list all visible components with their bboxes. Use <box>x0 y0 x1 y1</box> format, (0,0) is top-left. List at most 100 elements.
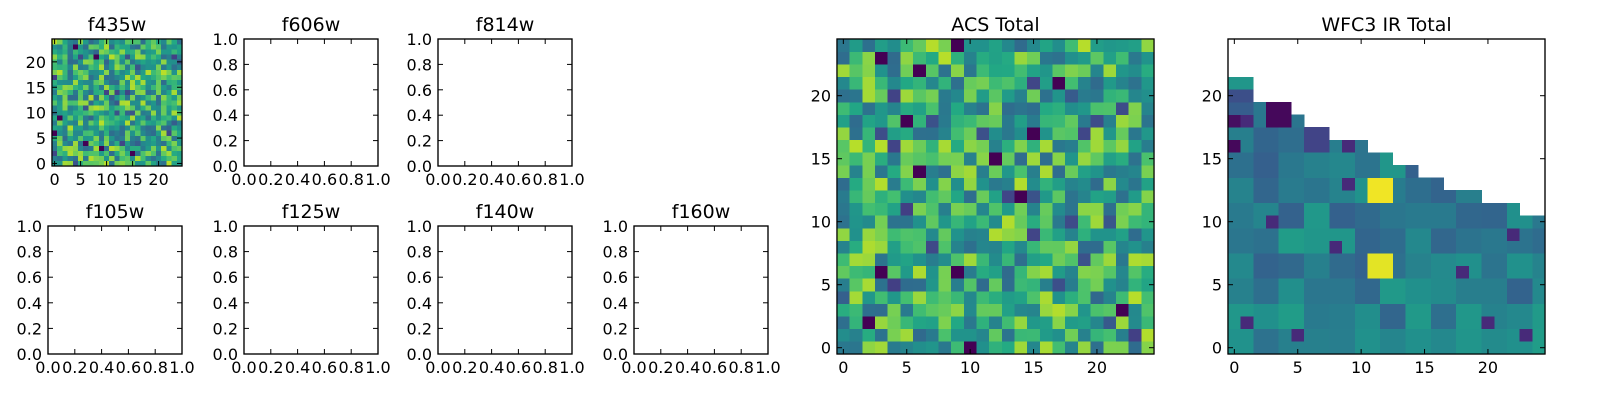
heatmap-cell <box>114 135 120 141</box>
x-tick-label: 0.0 <box>231 170 256 189</box>
heatmap-cell <box>1266 240 1280 254</box>
heatmap-cell <box>875 190 889 204</box>
heatmap-cell <box>1141 165 1155 178</box>
heatmap-cell <box>1456 278 1470 292</box>
heatmap-cell <box>72 94 79 101</box>
heatmap-cell <box>837 341 850 355</box>
heatmap-cell <box>849 228 863 241</box>
heatmap-cell <box>1228 89 1241 103</box>
heatmap-cell <box>913 51 927 65</box>
heatmap-cell <box>57 74 63 80</box>
heatmap-cell <box>1228 291 1241 304</box>
heatmap-cell <box>93 135 100 141</box>
heatmap-cell <box>976 190 990 204</box>
heatmap-cell <box>1039 215 1053 229</box>
heatmap-cell <box>887 51 901 65</box>
heatmap-cell <box>938 265 952 279</box>
heatmap-cell <box>1354 253 1368 267</box>
heatmap-cell <box>98 39 105 45</box>
heatmap-cell <box>1001 291 1015 304</box>
heatmap-cell <box>989 152 1003 166</box>
heatmap-cell <box>1316 215 1330 229</box>
heatmap-cell <box>57 140 63 146</box>
heatmap-cell <box>1001 51 1015 65</box>
heatmap-cell <box>1228 253 1241 267</box>
heatmap-cell <box>1027 64 1041 78</box>
heatmap-cell <box>1052 202 1066 216</box>
heatmap-cell <box>887 215 901 229</box>
heatmap-cell <box>862 190 876 204</box>
heatmap-cell <box>1405 253 1419 267</box>
heatmap-cell <box>119 110 126 116</box>
axes-frame <box>243 38 379 167</box>
heatmap-cell <box>938 177 952 191</box>
heatmap-cell <box>1443 265 1457 279</box>
heatmap-cell <box>1103 89 1117 103</box>
heatmap-cell <box>1240 303 1254 317</box>
heatmap-cell <box>57 160 63 167</box>
heatmap-cell <box>83 59 89 65</box>
heatmap-cell <box>114 99 120 106</box>
heatmap-cell <box>135 49 141 55</box>
heatmap-cell <box>900 228 914 241</box>
heatmap-cell <box>119 135 126 141</box>
heatmap-cell <box>166 49 172 55</box>
heatmap-cell <box>1468 291 1482 304</box>
heatmap-cell <box>150 44 157 50</box>
heatmap-cell <box>109 89 115 96</box>
heatmap-cell <box>837 190 850 204</box>
heatmap-cell <box>1065 64 1079 78</box>
y-tick-label: 0.4 <box>407 294 432 313</box>
heatmap-cell <box>913 341 927 355</box>
heatmap-cell <box>1001 228 1015 241</box>
heatmap-cell <box>52 150 58 157</box>
heatmap-cell <box>1418 303 1432 317</box>
heatmap-cell <box>150 84 157 91</box>
heatmap-cell <box>849 253 863 267</box>
heatmap-cell <box>1039 152 1053 166</box>
heatmap-cell <box>150 79 157 86</box>
heatmap-cell <box>171 105 178 111</box>
heatmap-cell <box>1494 240 1508 254</box>
heatmap-cell <box>887 253 901 267</box>
heatmap-cell <box>78 115 84 121</box>
heatmap-cell <box>104 135 110 141</box>
heatmap-cell <box>114 155 120 162</box>
heatmap-cell <box>925 316 939 330</box>
heatmap-cell <box>1052 265 1066 279</box>
heatmap-cell <box>1494 278 1508 292</box>
heatmap-cell <box>1090 165 1104 178</box>
heatmap-cell <box>83 125 89 131</box>
heatmap-cell <box>875 240 889 254</box>
heatmap-cell <box>72 120 79 126</box>
heatmap-cell <box>989 89 1003 103</box>
heatmap-cell <box>951 303 965 317</box>
axes-border <box>1227 38 1546 355</box>
heatmap-cell <box>1342 278 1356 292</box>
heatmap-cell <box>62 120 68 126</box>
heatmap-cell <box>171 59 178 65</box>
heatmap-cell <box>887 316 901 330</box>
heatmap-cell <box>1367 265 1381 279</box>
heatmap-cell <box>1519 228 1533 241</box>
heatmap-cell <box>1014 253 1028 267</box>
heatmap-cell <box>1240 202 1254 216</box>
heatmap-cell <box>72 99 79 106</box>
heatmap-cell <box>1065 51 1079 65</box>
heatmap-cell <box>57 130 63 136</box>
heatmap-cell <box>1342 165 1356 178</box>
heatmap-cell <box>1141 341 1155 355</box>
heatmap-cell <box>83 94 89 101</box>
heatmap-cell <box>72 115 79 121</box>
heatmap-cell <box>1468 190 1482 204</box>
heatmap-cell <box>93 84 100 91</box>
heatmap-cell <box>1367 253 1381 267</box>
heatmap-cell <box>1354 152 1368 166</box>
heatmap-cell <box>875 76 889 90</box>
heatmap-cell <box>1039 89 1053 103</box>
heatmap-cell <box>1014 114 1028 128</box>
heatmap-cell <box>1115 190 1129 204</box>
heatmap-cell <box>963 165 977 178</box>
heatmap-cell <box>862 291 876 304</box>
heatmap-cell <box>1077 139 1091 153</box>
